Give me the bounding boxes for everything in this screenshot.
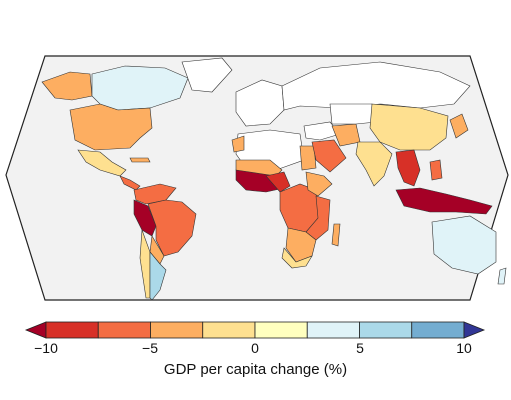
region-east-africa	[305, 171, 333, 197]
colorbar-tick-label: 0	[251, 340, 259, 356]
colorbar-bin	[306, 321, 360, 339]
colorbar-tick-label: 10	[456, 340, 472, 356]
region-china-mongolia	[369, 103, 449, 151]
colorbar-tick-label: −10	[34, 340, 58, 356]
colorbar-over-arrow	[463, 321, 486, 339]
colorbar-bin	[254, 321, 308, 339]
region-central-america	[119, 175, 141, 191]
region-mexico	[77, 149, 127, 177]
region-sudan	[299, 145, 317, 171]
region-arabia	[311, 139, 347, 173]
region-caribbean	[129, 157, 151, 163]
region-europe	[235, 79, 285, 127]
region-morocco	[231, 135, 245, 153]
region-greenland	[181, 57, 233, 93]
colorbar-bin	[97, 321, 151, 339]
region-middle-east	[303, 121, 341, 141]
colorbar-bin	[150, 321, 204, 339]
region-south-africa	[281, 247, 313, 269]
colorbar-bin	[202, 321, 256, 339]
colorbar-bin	[45, 321, 99, 339]
region-brazil	[147, 199, 197, 257]
region-australia	[431, 215, 497, 275]
region-japan-korea	[449, 113, 469, 139]
colorbar-title: GDP per capita change (%)	[163, 361, 348, 378]
region-india	[355, 141, 393, 187]
region-indonesia	[395, 187, 493, 215]
region-russia	[281, 61, 471, 111]
colorbar	[24, 321, 486, 339]
colorbar-tick-label: −5	[142, 340, 158, 356]
region-argentina	[149, 251, 167, 301]
region-central-asia	[329, 103, 377, 125]
colorbar-tick-label: 5	[356, 340, 364, 356]
country-regions	[41, 57, 507, 301]
colorbar-bin	[359, 321, 413, 339]
region-nigeria	[265, 171, 291, 193]
colorbar-bin	[411, 321, 465, 339]
region-mainland-se-asia	[395, 149, 421, 187]
region-new-zealand	[497, 267, 507, 285]
region-chile	[139, 229, 151, 299]
region-madagascar	[331, 223, 341, 247]
region-canada	[91, 65, 189, 111]
colorbar-under-arrow	[24, 321, 47, 339]
region-philippines	[429, 159, 443, 181]
region-usa	[69, 103, 153, 151]
